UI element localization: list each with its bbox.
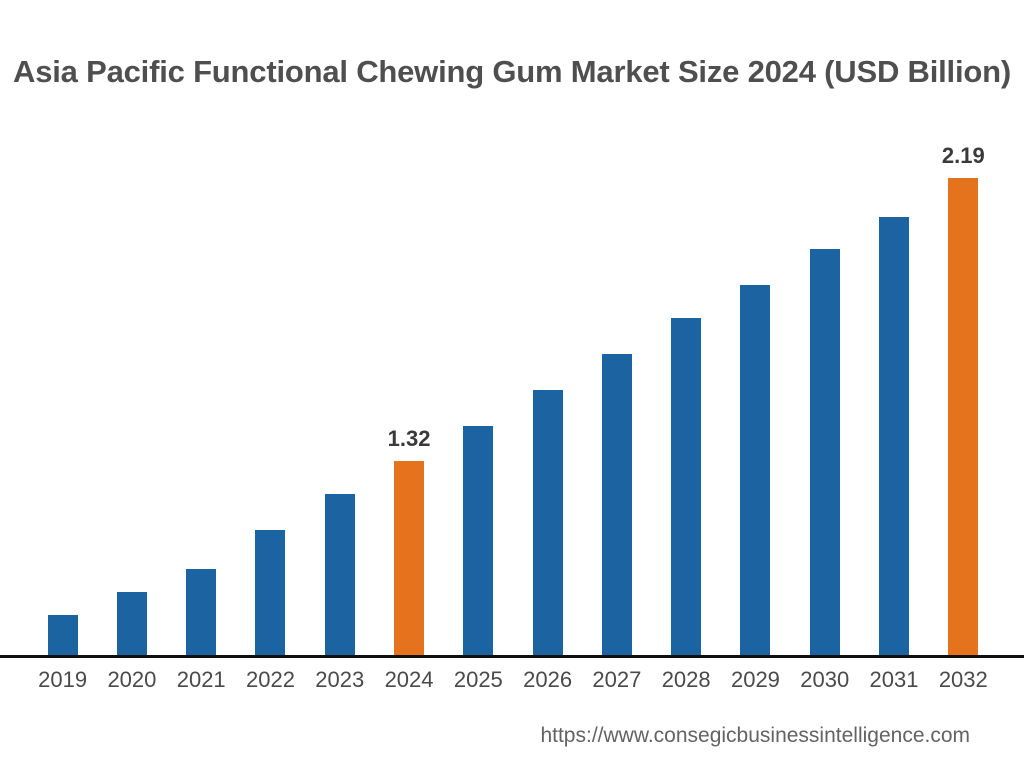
bar-column-2028 xyxy=(652,318,721,657)
bar-column-2022 xyxy=(236,530,305,657)
x-axis-tick-labels: 2019 2020 2021 2022 2023 2024 2025 2026 2027 2028… xyxy=(28,667,998,697)
x-tick-2020: 2020 xyxy=(107,667,157,692)
bar-2029 xyxy=(740,285,771,657)
bar-2019 xyxy=(47,615,78,657)
bar-2028 xyxy=(671,318,702,657)
bar-2030 xyxy=(809,249,840,657)
x-tick-2025: 2025 xyxy=(453,667,503,692)
bar-2023 xyxy=(324,494,355,657)
bar-column-2025 xyxy=(444,426,513,657)
bar-column-2031 xyxy=(859,217,928,657)
bar-2027 xyxy=(601,354,632,657)
x-tick-2030: 2030 xyxy=(800,667,850,692)
bar-2022 xyxy=(255,530,286,657)
bar-column-2024: 1.32 xyxy=(374,426,443,657)
bar-column-2020 xyxy=(97,592,166,657)
x-tick-2021: 2021 xyxy=(176,667,226,692)
bar-column-2032: 2.19 xyxy=(929,143,998,657)
bar-2021 xyxy=(186,569,217,657)
bar-value-label-2024: 1.32 xyxy=(387,426,431,451)
bar-chart-plot-area: 1.32 2.19 xyxy=(28,143,998,657)
bar-2026 xyxy=(532,390,563,657)
x-tick-2019: 2019 xyxy=(38,667,88,692)
x-tick-2024: 2024 xyxy=(384,667,434,692)
x-tick-2026: 2026 xyxy=(523,667,573,692)
x-tick-2023: 2023 xyxy=(315,667,365,692)
bar-2032 xyxy=(948,178,979,657)
bar-column-2026 xyxy=(513,390,582,657)
bar-2020 xyxy=(116,592,147,657)
x-tick-2028: 2028 xyxy=(661,667,711,692)
x-tick-2029: 2029 xyxy=(730,667,780,692)
x-tick-2032: 2032 xyxy=(938,667,988,692)
bar-2024 xyxy=(394,461,425,657)
bar-column-2021 xyxy=(167,569,236,657)
source-url: https://www.consegicbusinessintelligence… xyxy=(540,724,970,747)
x-tick-2022: 2022 xyxy=(246,667,295,692)
bar-2025 xyxy=(463,426,494,657)
bar-column-2029 xyxy=(721,285,790,657)
bar-column-2027 xyxy=(582,354,651,657)
x-axis-line xyxy=(0,655,1024,658)
x-tick-2031: 2031 xyxy=(869,667,919,692)
bar-column-2019 xyxy=(28,615,97,657)
chart-title: Asia Pacific Functional Chewing Gum Mark… xyxy=(13,54,1011,89)
bar-column-2023 xyxy=(305,494,374,657)
x-tick-2027: 2027 xyxy=(592,667,642,692)
bar-value-label-2032: 2.19 xyxy=(941,143,985,168)
bar-column-2030 xyxy=(790,249,859,657)
bar-2031 xyxy=(879,217,910,657)
